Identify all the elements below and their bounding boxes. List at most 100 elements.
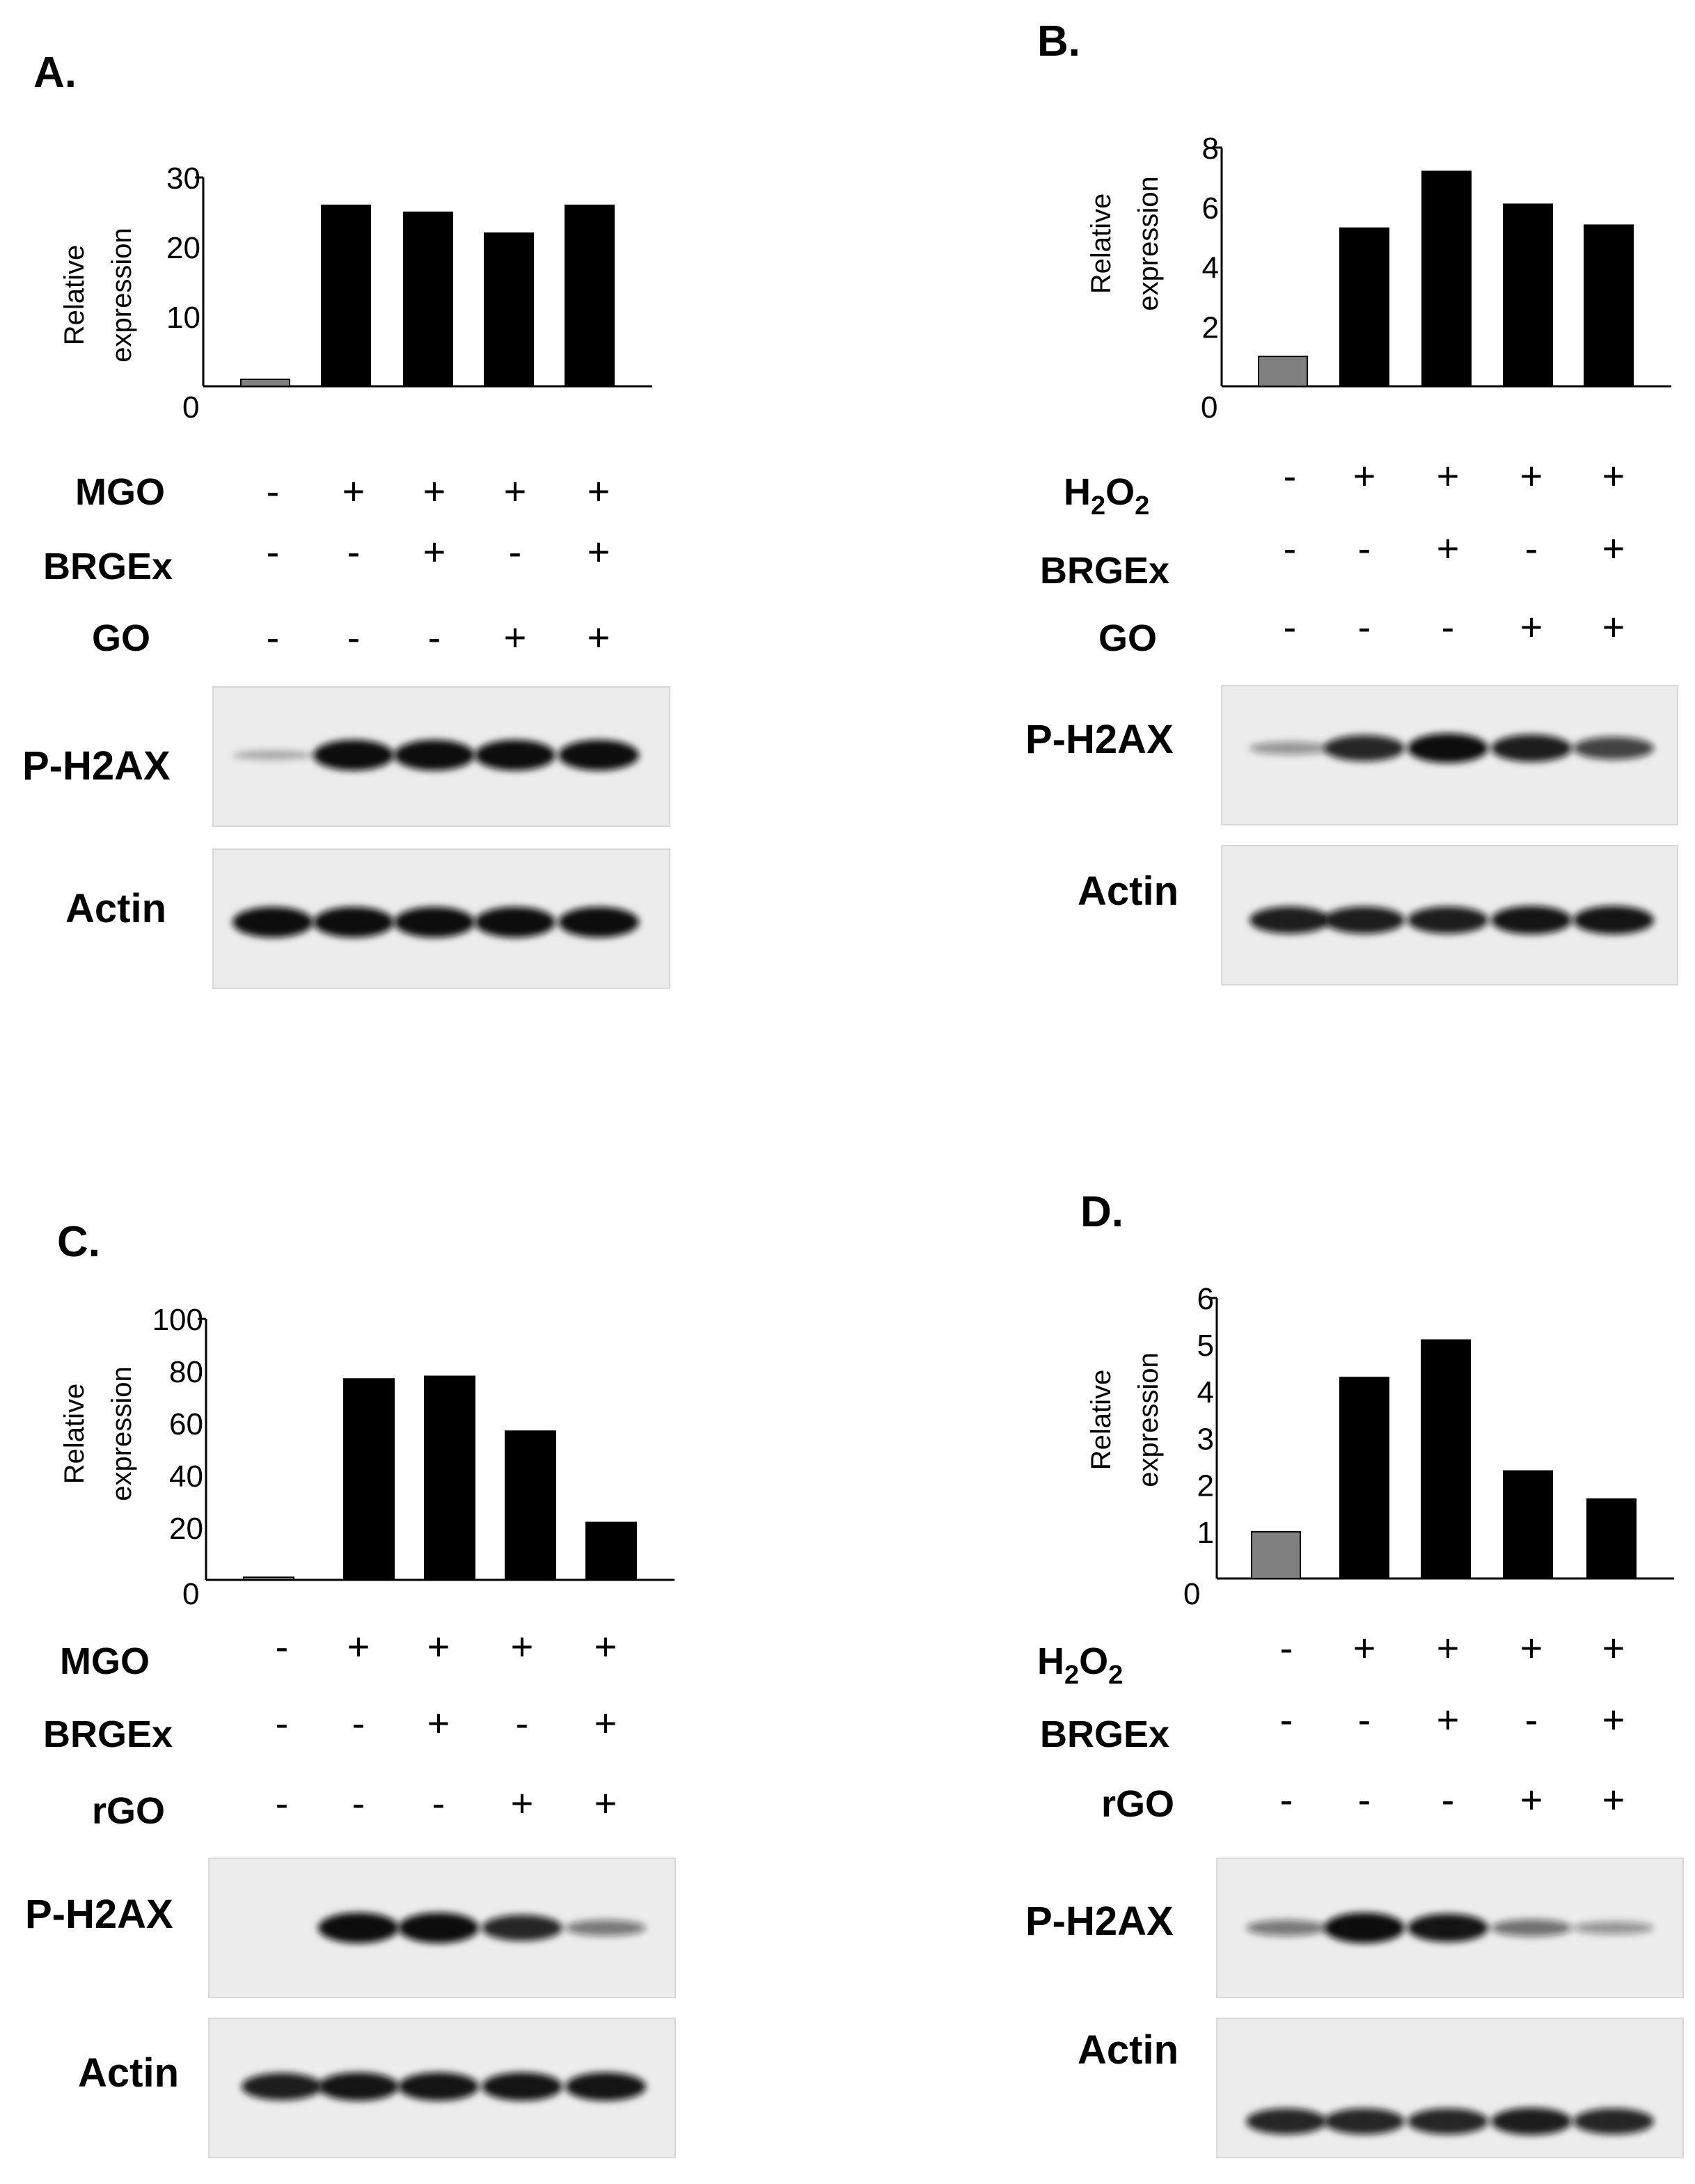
treatment-symbol: + — [423, 530, 446, 573]
band-3 — [398, 2072, 479, 2101]
treatment-symbol: + — [1353, 454, 1376, 498]
treatment-label-2: BRGEx — [1040, 1714, 1169, 1755]
band-2 — [1324, 2108, 1405, 2135]
blot-actin: Actin — [78, 2018, 676, 2158]
panel-letter: D. — [1080, 1188, 1124, 1236]
bar-3 — [403, 212, 453, 387]
treatment-symbol: - — [1525, 526, 1538, 570]
y-axis-label: Relative — [1086, 1370, 1117, 1471]
treatment-label-3: GO — [92, 617, 150, 659]
band-5 — [565, 1920, 646, 1936]
bar-2 — [1339, 227, 1389, 388]
band-2 — [1324, 906, 1405, 934]
treatment-symbol: + — [511, 1624, 534, 1668]
treatment-symbol: - — [276, 1701, 289, 1745]
treatment-symbol: + — [427, 1701, 450, 1745]
treatment-label-2: BRGEx — [43, 546, 173, 587]
band-5 — [1573, 736, 1654, 760]
y-tick-label: 5 — [1197, 1329, 1214, 1363]
treatment-symbol: + — [1353, 1626, 1376, 1670]
blot-p-h2ax: P-H2AX — [22, 686, 670, 827]
blot-label: Actin — [1078, 869, 1178, 914]
treatment-label-2: BRGEx — [43, 1714, 173, 1755]
band-5 — [1573, 905, 1654, 935]
treatment-symbol: + — [594, 1624, 617, 1668]
treatment-symbol: + — [1437, 526, 1460, 570]
band-1 — [232, 750, 313, 760]
treatment-symbol: - — [1525, 1698, 1538, 1741]
band-3 — [394, 740, 475, 770]
band-1 — [232, 907, 313, 937]
band-4 — [475, 740, 555, 770]
panel-letter: A. — [33, 49, 77, 97]
y-axis-label-line2: expression — [1133, 176, 1164, 310]
treatment-symbol: + — [1602, 1778, 1625, 1821]
treatment-symbol: + — [347, 1624, 370, 1668]
treatment-symbol: - — [509, 530, 522, 573]
treatment-symbol: + — [588, 469, 610, 513]
band-4 — [1491, 2107, 1572, 2135]
treatment-symbol: + — [504, 469, 527, 513]
y-tick-label: 20 — [169, 1512, 203, 1546]
band-5 — [558, 907, 639, 937]
blot-label: P-H2AX — [25, 1892, 173, 1937]
y-tick-label: 1 — [1197, 1516, 1214, 1550]
treatment-label-1: MGO — [75, 471, 165, 513]
treatment-symbol: - — [352, 1701, 365, 1745]
panel-d: D. Relative expression 0 1 2 3 4 5 6 H2O2 BRGEx rGO -… — [1025, 1188, 1684, 2158]
band-1 — [242, 2073, 322, 2100]
y-axis-label: Relative — [1086, 193, 1117, 294]
treatment-label-3: rGO — [1101, 1783, 1174, 1825]
blot-label: Actin — [78, 2050, 179, 2096]
treatment-symbol: - — [267, 469, 280, 513]
bar-3 — [1421, 1339, 1471, 1579]
treatment-symbol: - — [1442, 605, 1455, 649]
band-4 — [482, 2072, 562, 2101]
treatment-symbol: - — [1280, 1626, 1293, 1670]
treatment-symbol: + — [1602, 454, 1625, 498]
treatment-symbol: - — [276, 1781, 289, 1825]
blot-p-h2ax: P-H2AX — [1025, 685, 1678, 825]
treatment-symbol: + — [594, 1701, 617, 1745]
bar-4 — [484, 232, 534, 387]
treatment-symbol: - — [1358, 1698, 1371, 1741]
treatment-symbol: + — [1520, 1626, 1543, 1670]
band-2 — [313, 740, 394, 770]
treatment-symbol: - — [1442, 1778, 1455, 1821]
y-axis-label: Relative — [59, 1384, 90, 1485]
band-1 — [1246, 1920, 1327, 1936]
y-tick-label: 10 — [166, 301, 200, 335]
treatment-symbol: + — [1520, 1778, 1543, 1821]
treatment-symbol: + — [1602, 1626, 1625, 1670]
band-2 — [318, 2072, 399, 2101]
treatment-symbol: - — [347, 615, 361, 659]
bar-5 — [1586, 1498, 1637, 1579]
panel-b: B. Relative expression 0 2 4 6 8 H2O2 BRGEx GO - + + +… — [1025, 17, 1678, 986]
band-1 — [1249, 741, 1330, 755]
blot-p-h2ax: P-H2AX — [1025, 1858, 1684, 1998]
treatment-symbol: + — [1437, 454, 1460, 498]
y-tick-label: 40 — [169, 1459, 203, 1494]
treatment-symbol: - — [1358, 1778, 1371, 1821]
band-2 — [318, 1913, 399, 1943]
band-4 — [1491, 905, 1572, 935]
blot-label: Actin — [1078, 2027, 1178, 2073]
treatment-symbol: - — [516, 1701, 529, 1745]
bar-1 — [1251, 1530, 1301, 1579]
band-4 — [1491, 734, 1572, 762]
y-tick-label: 100 — [152, 1303, 203, 1337]
treatment-symbol: - — [267, 615, 280, 659]
y-tick-label: 4 — [1197, 1375, 1214, 1409]
treatment-label-3: GO — [1098, 617, 1157, 659]
bar-1 — [1258, 356, 1308, 387]
treatment-label-1: MGO — [60, 1640, 150, 1682]
blot-actin: Actin — [65, 848, 670, 989]
y-axis-label: Relative — [59, 245, 90, 346]
treatment-symbol: + — [1437, 1626, 1460, 1670]
treatment-symbol: - — [1280, 1778, 1293, 1821]
bar-4 — [1503, 1470, 1553, 1579]
blot-label: Actin — [65, 886, 166, 931]
bar-3 — [424, 1375, 475, 1581]
treatment-symbol: + — [504, 615, 527, 659]
